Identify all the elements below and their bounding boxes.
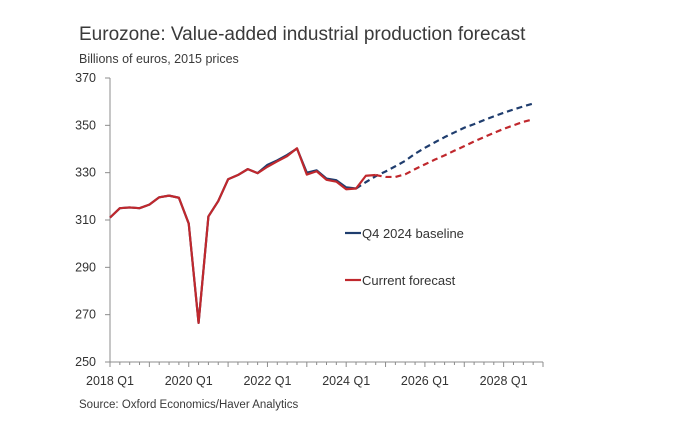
legend-label: Q4 2024 baseline — [362, 226, 464, 241]
x-tick-label: 2024 Q1 — [322, 374, 370, 388]
x-tick-label: 2026 Q1 — [401, 374, 449, 388]
y-tick: 270 — [75, 308, 110, 322]
chart-title: Eurozone: Value-added industrial product… — [79, 24, 526, 45]
y-tick: 290 — [75, 260, 110, 274]
x-tick-label: 2020 Q1 — [165, 374, 213, 388]
chart-subtitle: Billions of euros, 2015 prices — [79, 52, 239, 66]
y-tick: 350 — [75, 118, 110, 132]
y-tick-label: 250 — [75, 355, 96, 369]
x-tick-label: 2028 Q1 — [480, 374, 528, 388]
y-tick: 250 — [75, 355, 110, 369]
y-tick-label: 270 — [75, 308, 96, 322]
y-tick-label: 350 — [75, 118, 96, 132]
y-tick-label: 370 — [75, 71, 96, 85]
y-tick-label: 310 — [75, 213, 96, 227]
y-tick-label: 330 — [75, 166, 96, 180]
y-tick-label: 290 — [75, 260, 96, 274]
y-tick: 330 — [75, 166, 110, 180]
series-line-forecast-current-forecast — [375, 118, 534, 179]
y-tick: 310 — [75, 213, 110, 227]
series-line-forecast-q4-2024-baseline — [355, 102, 534, 190]
chart-source: Source: Oxford Economics/Haver Analytics — [79, 399, 299, 411]
series-line-current-forecast — [109, 147, 376, 325]
legend-label: Current forecast — [362, 273, 456, 288]
y-tick: 370 — [75, 71, 110, 85]
x-tick-label: 2018 Q1 — [86, 374, 134, 388]
x-tick-label: 2022 Q1 — [243, 374, 291, 388]
